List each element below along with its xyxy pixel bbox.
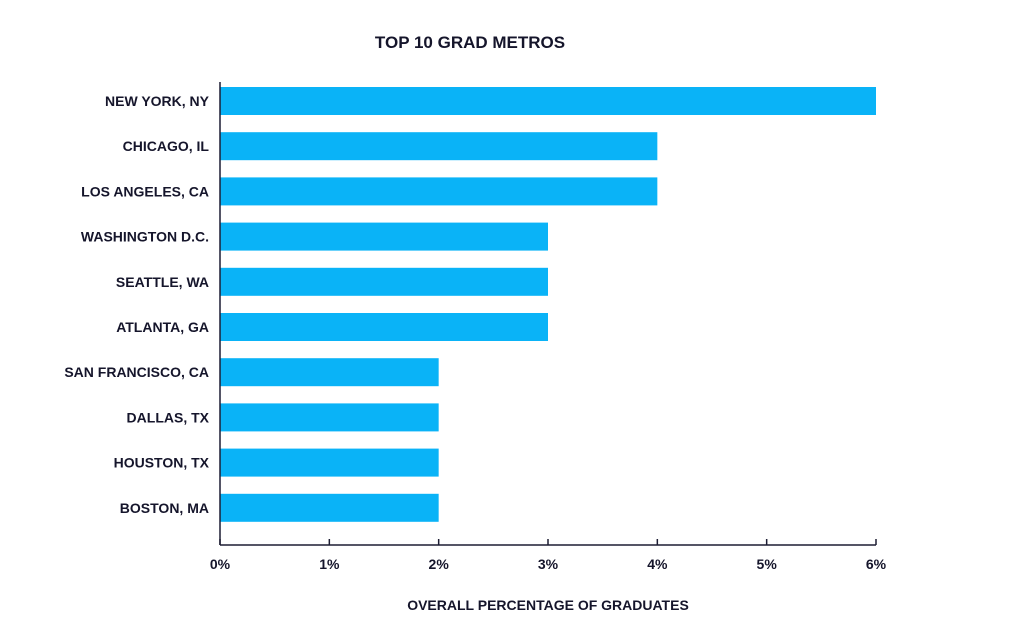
x-tick-label: 4% — [647, 556, 668, 572]
x-tick-label: 5% — [757, 556, 778, 572]
category-label: DALLAS, TX — [127, 409, 210, 425]
category-label: LOS ANGELES, CA — [81, 183, 209, 199]
x-tick-label: 2% — [429, 556, 450, 572]
category-label: ATLANTA, GA — [116, 319, 209, 335]
category-labels: NEW YORK, NY CHICAGO, IL LOS ANGELES, CA WA… — [64, 93, 209, 516]
x-axis-title: OVERALL PERCENTAGE OF GRADUATES — [407, 597, 689, 613]
bar-dallas-tx — [220, 403, 439, 432]
bar-boston-ma — [220, 493, 439, 522]
category-label: BOSTON, MA — [120, 500, 209, 516]
bars-group — [220, 87, 876, 522]
bar-chicago-il — [220, 132, 658, 161]
bar-seattle-wa — [220, 267, 548, 296]
x-tick-label: 3% — [538, 556, 559, 572]
category-label: NEW YORK, NY — [105, 93, 210, 109]
bar-san-francisco-ca — [220, 358, 439, 387]
category-label: SAN FRANCISCO, CA — [64, 364, 209, 380]
category-label: SEATTLE, WA — [116, 274, 209, 290]
x-tick-label: 1% — [319, 556, 340, 572]
bar-washington-d-c — [220, 222, 548, 251]
category-label: HOUSTON, TX — [114, 455, 210, 471]
bar-new-york-ny — [220, 87, 876, 115]
bar-houston-tx — [220, 448, 439, 477]
x-tick-label: 6% — [866, 556, 887, 572]
category-label: CHICAGO, IL — [123, 138, 210, 154]
x-axis-ticks: 0% 1% 2% 3% 4% 5% 6% — [210, 539, 887, 572]
bar-los-angeles-ca — [220, 177, 658, 206]
x-tick-label: 0% — [210, 556, 231, 572]
bar-atlanta-ga — [220, 313, 548, 341]
category-label: WASHINGTON D.C. — [81, 229, 209, 245]
chart-title: TOP 10 GRAD METROS — [375, 33, 565, 52]
